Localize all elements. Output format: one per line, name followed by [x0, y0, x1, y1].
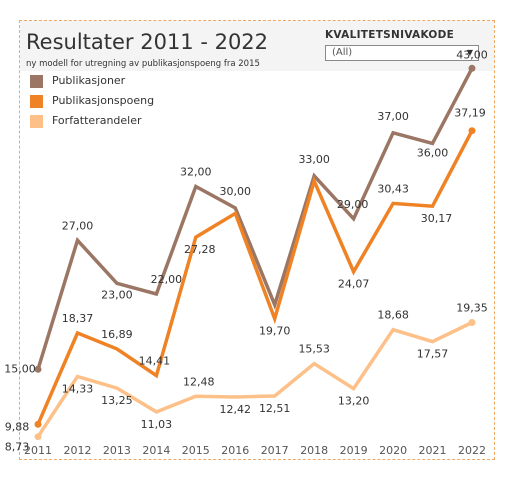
x-tick-label: 2015 [182, 444, 210, 457]
x-tick-label: 2014 [142, 444, 170, 457]
data-point-publikasjoner[interactable] [468, 64, 476, 72]
data-label: 11,03 [141, 418, 173, 431]
data-label: 15,00 [4, 362, 36, 375]
series-line-publikasjonspoeng [36, 129, 474, 425]
data-label: 24,07 [338, 278, 370, 291]
data-label: 15,53 [298, 343, 330, 356]
data-point-publikasjonspoeng[interactable] [468, 127, 476, 135]
legend-label: Publikasjoner [52, 74, 126, 87]
data-point-publikasjoner[interactable] [34, 365, 42, 373]
x-tick-label: 2020 [379, 444, 407, 457]
series-line-forfatterandeler [36, 320, 473, 438]
data-label: 17,57 [417, 348, 449, 361]
kvalitetsnivakode-dropdown[interactable]: (All) ▼ [325, 45, 479, 61]
data-label: 30,43 [377, 182, 409, 195]
legend-label: Publikasjonspoeng [52, 94, 155, 107]
data-label: 23,00 [101, 288, 133, 301]
legend-label: Forfatterandeler [52, 114, 142, 127]
data-label: 43,00 [456, 48, 488, 61]
legend-swatch-publikasjonspoeng [30, 95, 43, 108]
data-label: 8,73 [5, 441, 30, 454]
x-tick-label: 2016 [221, 444, 249, 457]
series-line-publikasjoner [36, 67, 474, 370]
x-tick-label: 2013 [103, 444, 131, 457]
x-tick-label: 2012 [64, 444, 92, 457]
data-label: 37,19 [454, 107, 486, 120]
data-point-forfatterandeler[interactable] [34, 433, 42, 441]
chevron-down-icon[interactable]: ▼ [466, 48, 473, 57]
data-label: 14,33 [62, 383, 94, 396]
data-label: 12,42 [220, 403, 252, 416]
x-tick-label: 2022 [458, 444, 486, 457]
x-tick-label: 2011 [24, 444, 52, 457]
data-label: 12,48 [183, 375, 215, 388]
data-point-publikasjonspoeng[interactable] [34, 420, 42, 428]
dashboard: Resultater 2011 - 2022 ny modell for utr… [19, 20, 495, 460]
data-label: 33,00 [298, 153, 330, 166]
data-label: 36,00 [417, 147, 449, 160]
data-label: 13,25 [101, 394, 133, 407]
x-tick-label: 2018 [300, 444, 328, 457]
data-label: 32,00 [180, 166, 212, 179]
filter-label: KVALITETSNIVAKODE [325, 29, 455, 41]
data-label: 9,88 [5, 420, 30, 433]
chart-subtitle: ny modell for utregning av publikasjonsp… [26, 59, 260, 69]
legend-swatch-publikasjoner [30, 75, 43, 88]
legend-swatch-forfatterandeler [30, 115, 43, 128]
data-label: 27,28 [184, 243, 216, 256]
x-tick-label: 2017 [261, 444, 289, 457]
chart-title: Resultater 2011 - 2022 [26, 30, 269, 54]
filter-selected-value: (All) [332, 47, 353, 58]
data-label: 16,89 [101, 328, 133, 341]
data-label: 18,68 [377, 309, 409, 322]
data-label: 37,00 [377, 110, 409, 123]
x-tick-label: 2019 [340, 444, 368, 457]
data-label: 29,00 [337, 198, 369, 211]
data-label: 12,51 [259, 402, 291, 415]
data-label: 27,00 [62, 219, 94, 232]
dashboard-header: Resultater 2011 - 2022 ny modell for utr… [20, 21, 494, 71]
x-tick-label: 2021 [419, 444, 447, 457]
data-label: 30,17 [421, 212, 453, 225]
data-label: 19,35 [456, 302, 488, 315]
data-label: 13,20 [338, 395, 370, 408]
data-label: 18,37 [62, 312, 94, 325]
data-label: 14,41 [139, 355, 171, 368]
data-point-forfatterandeler[interactable] [468, 319, 476, 326]
data-label: 22,00 [151, 273, 183, 286]
data-label: 30,00 [220, 185, 252, 198]
data-label: 19,70 [259, 325, 291, 338]
